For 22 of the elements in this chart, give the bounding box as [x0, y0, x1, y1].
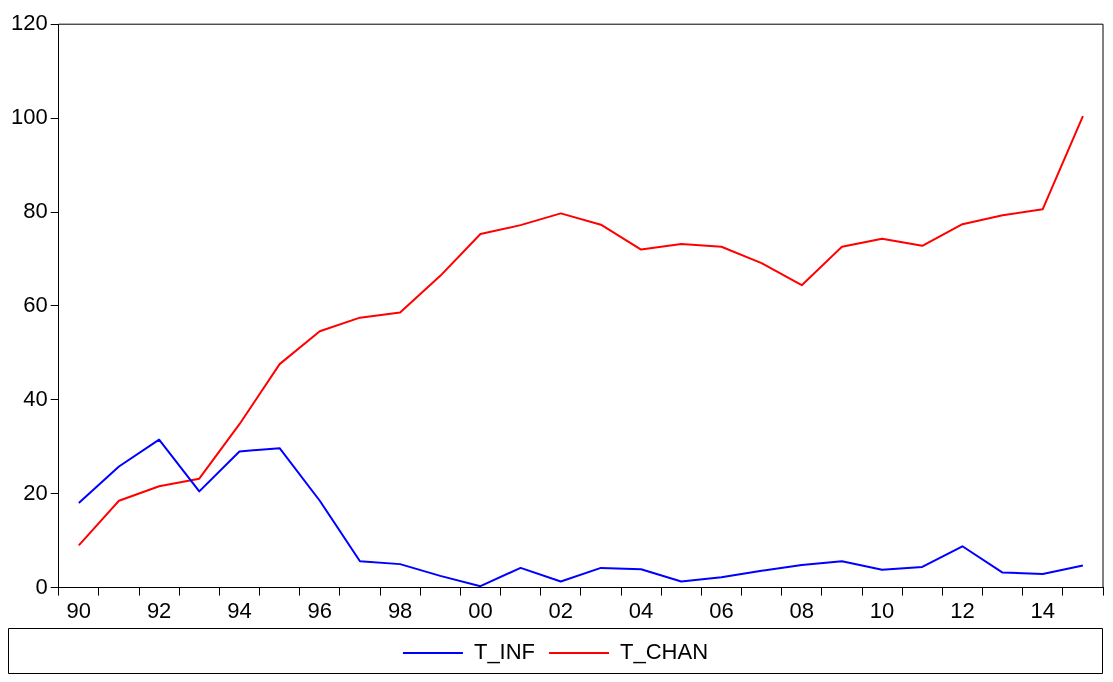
x-tick-label: 06 [709, 597, 734, 623]
x-tick-label: 10 [869, 597, 895, 623]
y-tick-label: 0 [35, 573, 48, 599]
y-tick-label: 20 [23, 479, 48, 505]
y-tick-label: 60 [23, 291, 48, 317]
x-tick-label: 92 [146, 597, 172, 623]
x-tick-label: 12 [950, 597, 975, 623]
x-tick-label: 00 [468, 597, 493, 623]
x-tick-label: 02 [548, 597, 574, 623]
x-tick-label: 94 [227, 597, 252, 623]
x-tick-label: 98 [387, 597, 413, 623]
x-tick-label: 90 [66, 597, 92, 623]
legend-label: T_INF [473, 639, 536, 665]
x-tick-label: 14 [1030, 597, 1055, 623]
x-tick-label: 04 [628, 597, 654, 623]
y-tick-label: 100 [10, 104, 48, 130]
y-tick-label: 40 [23, 385, 48, 411]
x-tick-label: 96 [307, 597, 333, 623]
x-tick-label: 08 [789, 597, 814, 623]
y-tick-label: 80 [23, 198, 48, 224]
legend-label: T_CHAN [620, 639, 709, 665]
y-tick-label: 120 [10, 10, 48, 36]
